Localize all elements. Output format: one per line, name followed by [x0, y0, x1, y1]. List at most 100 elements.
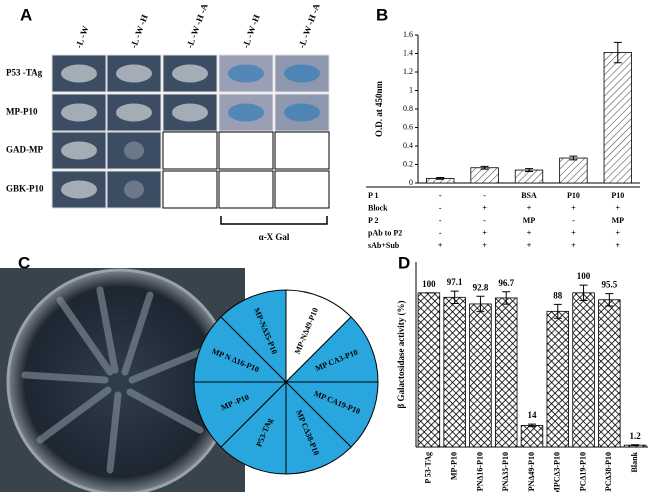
table-cell: + [571, 228, 576, 237]
error-bar [579, 284, 588, 302]
colony-cell [106, 170, 162, 209]
streaks [21, 286, 209, 474]
table-row-label: Block [368, 203, 388, 212]
colony-cell [274, 170, 330, 209]
colony-streak [284, 103, 320, 122]
y-tick-label: 1.4 [403, 48, 413, 57]
bar [469, 303, 492, 448]
column-header: -L -W -H -A [184, 2, 210, 50]
x-tick-label: Blank [630, 451, 639, 472]
y-tick-label: 0 [409, 178, 413, 187]
table-cell: - [483, 191, 486, 200]
column-header: -L -W [73, 25, 90, 50]
value-label: 88 [553, 290, 563, 300]
row-label: GAD-MP [6, 145, 43, 155]
colony-cell [274, 131, 330, 170]
error-bar [436, 176, 445, 180]
value-label: 95.5 [601, 280, 617, 290]
table-cell: - [572, 216, 575, 225]
x-tick-label: MPC∆19-P10 [578, 452, 587, 492]
bar [470, 167, 499, 184]
error-bar [528, 423, 536, 428]
column-header: -L -W -H -A [296, 2, 322, 50]
error-bar [569, 155, 578, 161]
table-row-label: P 2 [368, 216, 378, 225]
bracket-label: α-X Gal [259, 232, 290, 242]
column-header: -L -W -H [240, 13, 261, 49]
panel-label: D [398, 253, 410, 272]
table-cell: + [616, 241, 621, 250]
error-bar [450, 290, 459, 304]
panel-label: C [18, 253, 30, 272]
table-cell: - [439, 216, 442, 225]
table-cell: + [527, 203, 532, 212]
y-tick-label: 0.6 [403, 122, 413, 131]
colony-streak [172, 103, 208, 122]
value-label: 100 [422, 279, 436, 289]
table-row-label: sAb+Sub [368, 241, 400, 250]
table-cell: MP [612, 216, 625, 225]
column-header: -L -W -H [128, 13, 149, 49]
pie-segment [285, 289, 352, 384]
y-axis-label: O.D. at 450nm [374, 80, 384, 137]
table-cell: - [439, 228, 442, 237]
x-tick-label: MPN∆35-P10 [501, 452, 510, 492]
panel-label: B [376, 5, 388, 24]
value-label: 1.2 [629, 431, 641, 441]
pie-segment [285, 380, 352, 475]
error-bar [631, 444, 640, 447]
value-label: 97.1 [447, 277, 463, 287]
table-cell: + [482, 228, 487, 237]
colony-streak [61, 64, 97, 83]
colony-cell [162, 170, 218, 209]
error-bar [553, 303, 562, 319]
row-label: GBK-P10 [6, 184, 44, 194]
y-axis-label: β Galactosidase activity (%) [396, 301, 406, 409]
bar [603, 52, 632, 184]
row-label: P53 -TAg [6, 68, 43, 78]
bar [417, 292, 441, 448]
colony-streak [61, 141, 97, 160]
y-tick-label: 0.2 [403, 159, 413, 168]
pie-segment [284, 381, 379, 448]
table-cell: - [483, 216, 486, 225]
pie-segment [220, 289, 287, 384]
bar [559, 157, 588, 184]
error-bar [605, 293, 614, 307]
table-cell: P10 [567, 191, 580, 200]
colony-streak [116, 103, 152, 122]
panel-label: A [20, 5, 32, 24]
x-tick-label: MPN∆49-P10 [527, 452, 536, 492]
table-cell: + [527, 228, 532, 237]
x-tick-label: MPC∆38-P10 [604, 452, 613, 492]
table-cell: + [482, 203, 487, 212]
value-label: 14 [528, 410, 538, 420]
colony-streak [124, 141, 144, 160]
table-cell: + [438, 241, 443, 250]
y-tick-label: 1 [409, 85, 413, 94]
value-label: 100 [577, 271, 591, 281]
value-label: 96.7 [498, 278, 514, 288]
table-cell: - [439, 203, 442, 212]
table-cell: + [527, 241, 532, 250]
error-bar [480, 165, 489, 170]
pie-segment [284, 316, 379, 383]
table-cell: + [571, 241, 576, 250]
colony-streak [172, 64, 208, 83]
bracket [220, 216, 328, 225]
value-label: 92.8 [473, 282, 489, 292]
row-label: MP-P10 [6, 107, 38, 117]
colony-cell [218, 131, 274, 170]
colony-streak [284, 64, 320, 83]
error-bar [502, 291, 511, 305]
colony-streak [228, 103, 264, 122]
colony-streak [228, 64, 264, 83]
bar [443, 296, 466, 448]
y-tick-label: 1.6 [403, 30, 413, 39]
pie-segment [193, 316, 288, 383]
error-bar [476, 295, 485, 313]
table-cell: - [439, 191, 442, 200]
bar [598, 299, 621, 448]
table-row-label: pAb to P2 [368, 228, 402, 237]
